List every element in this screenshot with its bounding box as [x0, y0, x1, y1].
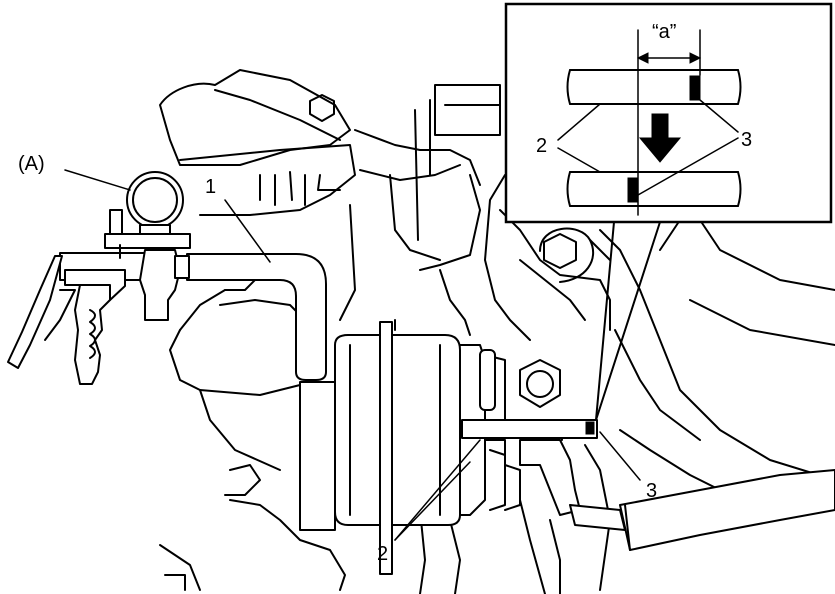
inset-label-item-2: 2: [536, 135, 547, 157]
engine-block-outline: [159, 69, 835, 594]
label-tool-a: (A): [18, 153, 45, 175]
inset-label-item-3: 3: [741, 129, 752, 151]
leader-lines: [64, 169, 661, 541]
label-item-2: 2: [377, 543, 388, 565]
actuator-housing: [299, 334, 506, 531]
label-item-1: 1: [205, 176, 216, 198]
label-item-3: 3: [646, 480, 657, 502]
wastegate-rod-bar: [461, 419, 598, 439]
hex-bolt-lower: [519, 359, 561, 408]
arrow-down-icon: [638, 113, 682, 163]
vacuum-pump-tool: [7, 171, 191, 385]
inset-detail-box: [504, 2, 833, 224]
actuator-rod: [379, 321, 393, 575]
vacuum-hose: [186, 253, 327, 381]
actuator-rod-lower-guide: [504, 464, 521, 511]
inset-dimension-label: “a”: [652, 21, 676, 43]
hex-bolt-upper: [309, 94, 335, 122]
hex-bolt-right: [539, 227, 595, 283]
lower-pipes: [519, 419, 835, 551]
